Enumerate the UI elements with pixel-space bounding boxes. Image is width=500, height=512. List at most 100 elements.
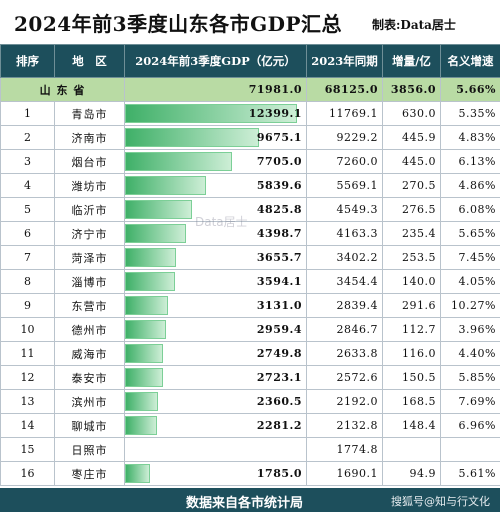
table-header-row: 排序 地 区 2024年前3季度GDP（亿元） 2023年同期 增量/亿 名义增… [0,44,500,78]
prev-cell: 1774.8 [306,437,383,462]
gdp-bar [125,224,186,243]
gdp-value: 3594.1 [256,275,302,288]
table-row: 7 菏泽市 3655.7 3402.2 253.5 7.45% [0,245,500,270]
city-cell: 济南市 [54,125,125,150]
col-header-prev: 2023年同期 [306,44,383,78]
increase-cell: 630.0 [382,101,441,126]
gdp-bar [125,464,150,483]
gdp-value: 9675.1 [256,131,302,144]
increase-cell: 140.0 [382,269,441,294]
city-cell: 聊城市 [54,413,125,438]
gdp-value: 2360.5 [256,395,302,408]
table-row: 10 德州市 2959.4 2846.7 112.7 3.96% [0,317,500,342]
col-header-region: 地 区 [54,44,125,78]
table-row: 11 威海市 2749.8 2633.8 116.0 4.40% [0,341,500,366]
table-row: 4 潍坊市 5839.6 5569.1 270.5 4.86% [0,173,500,198]
rank-cell: 9 [0,293,55,318]
data-source-note: 数据来自各市统计局 [186,496,304,511]
gdp-cell [124,437,307,462]
author-credit: 制表:Data居士 [372,18,456,32]
growth-cell: 5.65% [440,221,500,246]
prev-cell: 3402.2 [306,245,383,270]
increase-cell: 291.6 [382,293,441,318]
increase-cell: 445.9 [382,125,441,150]
province-increase: 3856.0 [382,77,441,102]
col-header-increase: 增量/亿 [382,44,441,78]
gdp-value: 4398.7 [256,227,302,240]
table-row: 9 东营市 3131.0 2839.4 291.6 10.27% [0,293,500,318]
gdp-value: 3655.7 [256,251,302,264]
table-row: 13 滨州市 2360.5 2192.0 168.5 7.69% [0,389,500,414]
gdp-cell: 2281.2 [124,413,307,438]
gdp-bar [125,416,157,435]
city-cell: 德州市 [54,317,125,342]
city-cell: 日照市 [54,437,125,462]
gdp-cell: 9675.1 [124,125,307,150]
increase-cell: 148.4 [382,413,441,438]
gdp-cell: 4825.8 [124,197,307,222]
rank-cell: 13 [0,389,55,414]
gdp-bar [125,320,166,339]
gdp-value: 2723.1 [256,371,302,384]
growth-cell: 6.96% [440,413,500,438]
growth-cell: 6.08% [440,197,500,222]
province-prev: 68125.0 [306,77,383,102]
city-cell: 青岛市 [54,101,125,126]
growth-cell: 3.96% [440,317,500,342]
city-cell: 临沂市 [54,197,125,222]
gdp-bar [125,272,175,291]
city-cell: 烟台市 [54,149,125,174]
gdp-bar [125,104,297,123]
growth-cell: 7.69% [440,389,500,414]
rank-cell: 3 [0,149,55,174]
table-row: 8 淄博市 3594.1 3454.4 140.0 4.05% [0,269,500,294]
prev-cell: 2192.0 [306,389,383,414]
gdp-value: 12399.1 [248,107,302,120]
rank-cell: 1 [0,101,55,126]
gdp-value: 7705.0 [256,155,302,168]
table-row: 2 济南市 9675.1 9229.2 445.9 4.83% [0,125,500,150]
gdp-cell: 3131.0 [124,293,307,318]
province-gdp: 71981.0 [124,77,307,102]
province-row: 山 东 省 71981.0 68125.0 3856.0 5.66% [0,77,500,102]
city-cell: 济宁市 [54,221,125,246]
gdp-cell: 7705.0 [124,149,307,174]
increase-cell: 150.5 [382,365,441,390]
prev-cell: 7260.0 [306,149,383,174]
increase-cell: 253.5 [382,245,441,270]
city-cell: 菏泽市 [54,245,125,270]
city-cell: 滨州市 [54,389,125,414]
prev-cell: 3454.4 [306,269,383,294]
growth-cell [440,437,500,462]
rank-cell: 7 [0,245,55,270]
increase-cell: 276.5 [382,197,441,222]
rank-cell: 10 [0,317,55,342]
increase-cell: 270.5 [382,173,441,198]
increase-cell: 235.4 [382,221,441,246]
gdp-bar [125,200,192,219]
growth-cell: 5.35% [440,101,500,126]
col-header-growth: 名义增速 [440,44,500,78]
gdp-bar [125,176,206,195]
prev-cell: 2839.4 [306,293,383,318]
increase-cell: 116.0 [382,341,441,366]
gdp-value: 4825.8 [256,203,302,216]
increase-cell: 445.0 [382,149,441,174]
gdp-cell: 2360.5 [124,389,307,414]
gdp-value: 2281.2 [256,419,302,432]
city-cell: 潍坊市 [54,173,125,198]
gdp-value: 2959.4 [256,323,302,336]
growth-cell: 7.45% [440,245,500,270]
rank-cell: 12 [0,365,55,390]
city-cell: 东营市 [54,293,125,318]
sohu-watermark: 搜狐号@知与行文化 [391,495,490,508]
gdp-bar [125,368,163,387]
gdp-cell: 2749.8 [124,341,307,366]
city-cell: 威海市 [54,341,125,366]
city-cell: 泰安市 [54,365,125,390]
gdp-value: 2749.8 [256,347,302,360]
gdp-value: 3131.0 [256,299,302,312]
title-bar: 2024年前3季度山东各市GDP汇总 制表:Data居士 [0,0,500,44]
table-row: 16 枣庄市 1785.0 1690.1 94.9 5.61% [0,461,500,486]
prev-cell: 2572.6 [306,365,383,390]
